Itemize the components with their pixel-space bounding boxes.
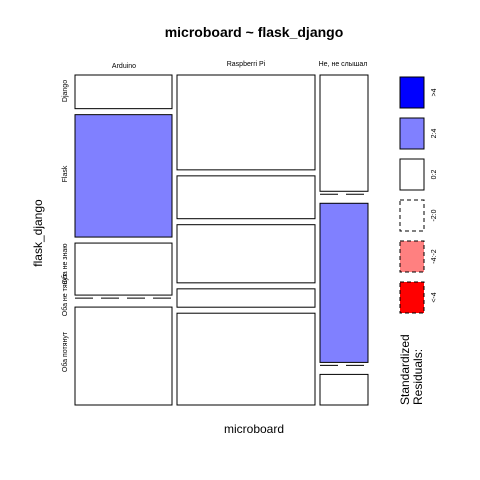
mosaic-tile xyxy=(75,115,172,237)
legend-label: -2:0 xyxy=(431,209,438,221)
mosaic-tiles xyxy=(75,75,368,405)
y-axis-label: flask_django xyxy=(31,199,45,267)
mosaic-tile xyxy=(177,289,315,307)
mosaic-tile xyxy=(177,313,315,405)
mosaic-tile xyxy=(320,374,368,405)
row-label-django: Django xyxy=(62,80,69,102)
mosaic-tile xyxy=(75,75,172,109)
legend-label: 2:4 xyxy=(431,129,438,139)
col-label-not-heard: Не, не слышал xyxy=(319,61,368,68)
row-label-flask: Flask xyxy=(62,165,69,182)
legend-label: <-4 xyxy=(431,292,438,302)
x-axis-label: microboard xyxy=(224,422,284,436)
legend-swatch xyxy=(400,159,424,190)
legend-label: >4 xyxy=(431,88,438,96)
chart-title: microboard ~ flask_django xyxy=(165,24,344,40)
legend-swatch xyxy=(400,282,424,313)
mosaic-tile xyxy=(177,176,315,219)
mosaic-tile xyxy=(320,75,368,191)
mosaic-tile xyxy=(75,243,172,295)
legend: >4 2:4 0:2 -2:0 -4:-2 <-4 xyxy=(400,77,438,313)
legend-swatch xyxy=(400,77,424,108)
legend-title-line1: Standardized xyxy=(398,334,412,405)
row-label-both-not-pull: Оба не тянут xyxy=(61,273,69,316)
legend-swatch xyxy=(400,200,424,231)
mosaic-tile xyxy=(75,307,172,405)
legend-swatch xyxy=(400,118,424,149)
legend-title-line2: Residuals: xyxy=(411,349,425,405)
mosaic-tile xyxy=(177,225,315,283)
legend-swatch xyxy=(400,241,424,272)
mosaic-tile xyxy=(320,203,368,362)
col-label-arduino: Arduino xyxy=(112,63,136,70)
row-label-both-pull: Оба потянут xyxy=(61,331,69,372)
mosaic-tile xyxy=(177,75,315,170)
legend-label: -4:-2 xyxy=(431,249,438,264)
col-label-raspberry-pi: Raspberri Pi xyxy=(227,61,266,68)
legend-label: 0:2 xyxy=(431,170,438,180)
